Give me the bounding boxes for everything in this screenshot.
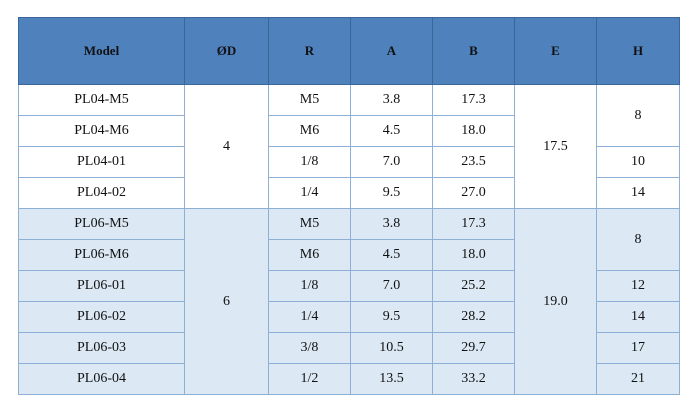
table-row: PL06-M6 M6 4.5 18.0 — [18, 239, 680, 271]
table-cell: 7.0 — [350, 270, 433, 302]
table-cell: 14 — [596, 177, 680, 209]
table-cell: 19.0 — [514, 208, 597, 395]
header-cell: ØD — [184, 17, 269, 85]
table-cell: 10.5 — [350, 332, 433, 364]
table-cell: 17.5 — [514, 84, 597, 209]
table-row: PL06-01 1/8 7.0 25.2 12 — [18, 270, 680, 302]
table-cell: PL04-01 — [18, 146, 185, 178]
table-cell: 8 — [596, 208, 680, 271]
table-cell: 23.5 — [432, 146, 515, 178]
header-row: Model ØD R A B E H — [18, 17, 680, 85]
table-body: PL04-M5 4 M5 3.8 17.3 17.5 8 PL04-M6 M6 4.5 18.0 PL… — [18, 84, 680, 395]
table-cell: 25.2 — [432, 270, 515, 302]
table-row: PL04-M6 M6 4.5 18.0 — [18, 115, 680, 147]
table-cell: 1/4 — [268, 177, 351, 209]
table-cell: 17.3 — [432, 208, 515, 240]
table-cell: 6 — [184, 208, 269, 395]
table-row: PL06-M5 6 M5 3.8 17.3 19.0 8 — [18, 208, 680, 395]
table-cell: 4.5 — [350, 239, 433, 271]
table-cell: 12 — [596, 270, 680, 302]
header-cell: B — [432, 17, 515, 85]
header-cell: Model — [18, 17, 185, 85]
table-cell: 18.0 — [432, 239, 515, 271]
table-cell: 1/4 — [268, 301, 351, 333]
table-cell: PL06-M6 — [18, 239, 185, 271]
table-cell: 17.3 — [432, 84, 515, 116]
table-cell: M5 — [268, 208, 351, 240]
table-row: PL06-03 3/8 10.5 29.7 17 — [18, 332, 680, 364]
table-cell: 4.5 — [350, 115, 433, 147]
table-cell: M6 — [268, 239, 351, 271]
header-cell: R — [268, 17, 351, 85]
table-cell: PL06-01 — [18, 270, 185, 302]
table-cell: 9.5 — [350, 301, 433, 333]
table-row: PL04-01 1/8 7.0 23.5 10 — [18, 146, 680, 178]
table-cell: 21 — [596, 363, 680, 395]
table-cell: PL06-02 — [18, 301, 185, 333]
table-cell: 28.2 — [432, 301, 515, 333]
table-cell: 27.0 — [432, 177, 515, 209]
table-cell: 14 — [596, 301, 680, 333]
header-cell: H — [596, 17, 680, 85]
table-cell: PL04-02 — [18, 177, 185, 209]
table-cell: 9.5 — [350, 177, 433, 209]
table-cell: 29.7 — [432, 332, 515, 364]
table-cell: PL06-M5 — [18, 208, 185, 240]
spec-table: Model ØD R A B E H PL04-M5 4 M5 3.8 17.3 17.5 8 PL04-… — [18, 17, 680, 395]
header-cell: E — [514, 17, 597, 85]
table-cell: 3/8 — [268, 332, 351, 364]
table-cell: 3.8 — [350, 208, 433, 240]
table-cell: 4 — [184, 84, 269, 209]
table-cell: M6 — [268, 115, 351, 147]
header-cell: A — [350, 17, 433, 85]
table-cell: PL04-M5 — [18, 84, 185, 116]
table-cell: 17 — [596, 332, 680, 364]
table-cell: 8 — [596, 84, 680, 147]
table-cell: 7.0 — [350, 146, 433, 178]
table-cell: 10 — [596, 146, 680, 178]
table-row: PL04-M5 4 M5 3.8 17.3 17.5 8 — [18, 84, 680, 209]
table-cell: 3.8 — [350, 84, 433, 116]
table-row: PL04-02 1/4 9.5 27.0 14 — [18, 177, 680, 209]
table-cell: 18.0 — [432, 115, 515, 147]
table-cell: 13.5 — [350, 363, 433, 395]
table-cell: 1/8 — [268, 146, 351, 178]
table-cell: PL04-M6 — [18, 115, 185, 147]
table-cell: 33.2 — [432, 363, 515, 395]
table-cell: M5 — [268, 84, 351, 116]
table-cell: 1/2 — [268, 363, 351, 395]
table-cell: 1/8 — [268, 270, 351, 302]
table-cell: PL06-03 — [18, 332, 185, 364]
table-cell: PL06-04 — [18, 363, 185, 395]
table-row: PL06-04 1/2 13.5 33.2 21 — [18, 363, 680, 395]
